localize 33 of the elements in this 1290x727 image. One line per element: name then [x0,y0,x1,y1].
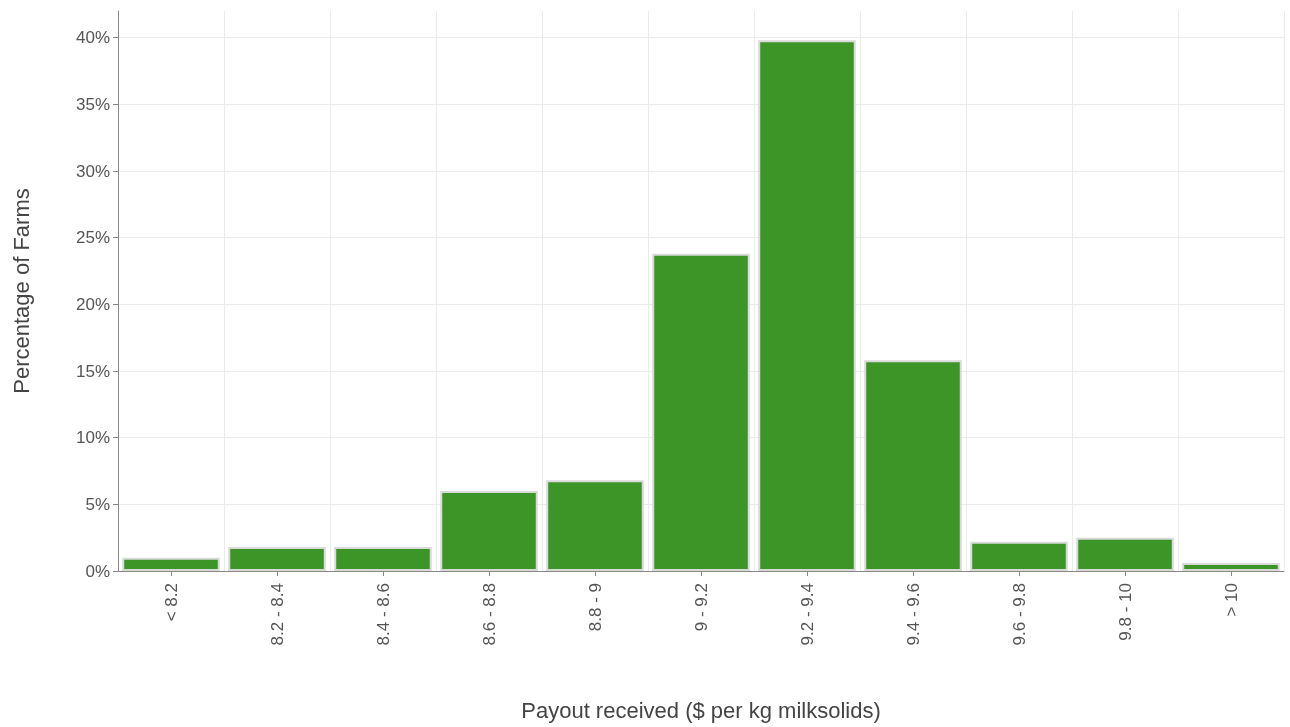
x-tick-label: < 8.2 [161,583,181,622]
bar [1076,537,1174,571]
x-axis-title: Payout received ($ per kg milksolids) [521,697,881,723]
y-tick-label: 25% [75,228,110,248]
bar [334,547,432,571]
bar [652,253,750,571]
y-tick-label: 20% [75,294,110,314]
x-tick-label: 8.6 - 8.8 [479,583,499,646]
y-tick-label: 5% [85,494,110,514]
x-tick-label: 8.8 - 9 [585,583,605,632]
x-tick-label: 8.4 - 8.6 [373,583,393,646]
x-tick-label: > 10 [1221,583,1241,617]
bar [122,557,220,571]
y-axis-title: Percentage of Farms [8,188,34,394]
bar [440,491,538,571]
x-tick-label: 9.6 - 9.8 [1009,583,1029,646]
y-tick-label: 15% [75,361,110,381]
y-tick-label: 35% [75,94,110,114]
bar [970,541,1068,571]
x-tick-label: 9.8 - 10 [1115,583,1135,641]
y-tick-label: 10% [75,428,110,448]
bar [864,360,962,571]
y-tick-label: 0% [85,561,110,581]
y-tick-label: 30% [75,161,110,181]
bar [228,547,326,571]
bar [758,40,856,571]
x-tick-label: 8.2 - 8.4 [267,583,287,646]
x-tick-label: 9 - 9.2 [691,583,711,632]
x-tick-label: 9.4 - 9.6 [903,583,923,646]
y-tick-label: 40% [75,28,110,48]
bar [1182,563,1280,571]
bar [546,480,644,571]
x-tick-label: 9.2 - 9.4 [797,583,817,646]
